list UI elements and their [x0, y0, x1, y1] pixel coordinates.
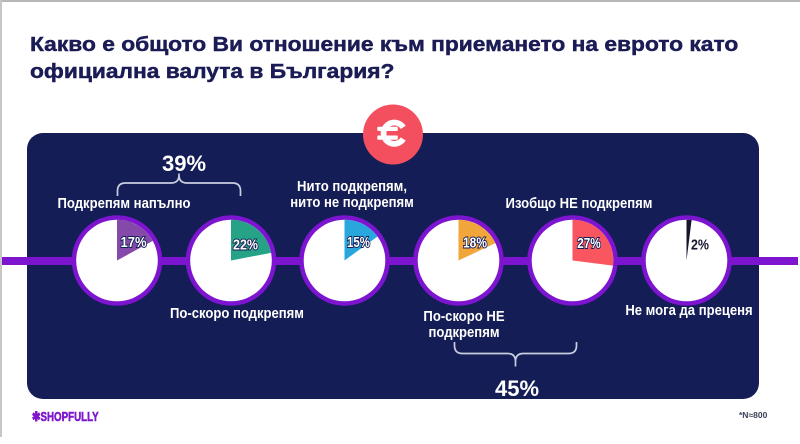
- svg-text:15%: 15%: [347, 234, 370, 251]
- svg-text:27%: 27%: [577, 235, 601, 252]
- svg-text:18%: 18%: [463, 235, 487, 252]
- svg-text:22%: 22%: [233, 237, 258, 254]
- svg-text:2%: 2%: [691, 237, 709, 254]
- svg-text:17%: 17%: [121, 234, 147, 251]
